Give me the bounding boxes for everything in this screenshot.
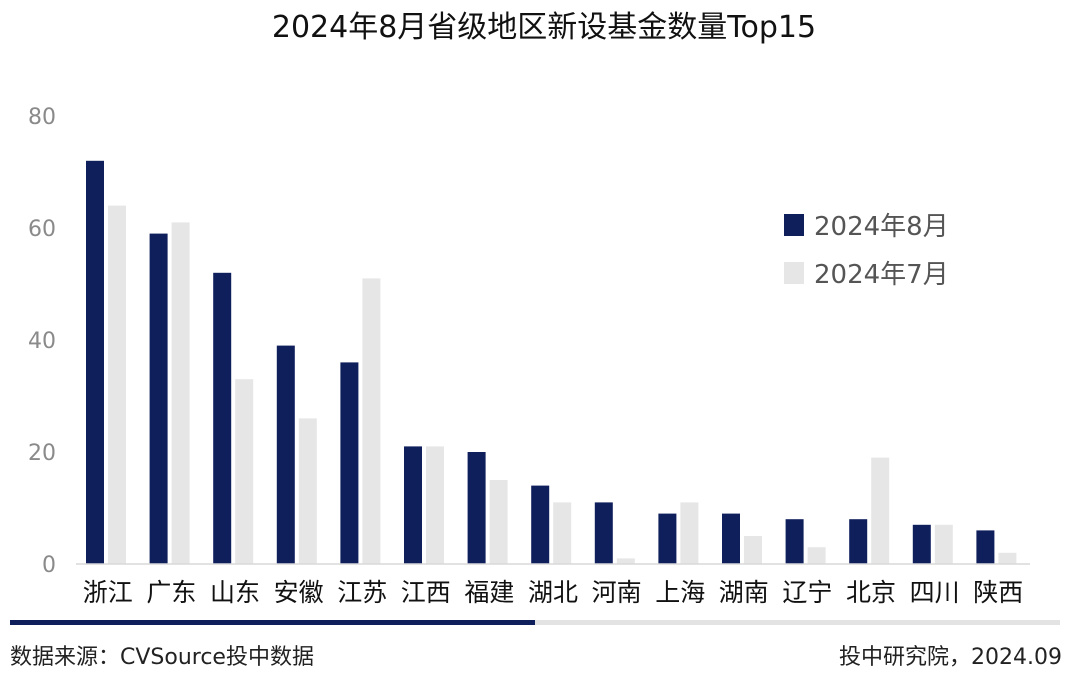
y-tick-label: 0 bbox=[42, 553, 56, 578]
bar-aug-4 bbox=[340, 362, 359, 564]
x-tick-label: 山东 bbox=[210, 578, 260, 607]
legend-swatch bbox=[784, 262, 804, 284]
x-tick-label: 辽宁 bbox=[782, 578, 832, 607]
bar-jul-0 bbox=[108, 205, 126, 564]
x-tick-label: 陕西 bbox=[973, 578, 1023, 607]
bar-jul-11 bbox=[807, 547, 826, 564]
x-tick-label: 湖南 bbox=[719, 578, 769, 607]
x-tick-label: 上海 bbox=[655, 578, 705, 607]
y-axis: 0 20 40 60 80 bbox=[28, 105, 56, 578]
y-tick-label: 40 bbox=[28, 329, 56, 354]
bar-aug-8 bbox=[594, 502, 613, 564]
bar-aug-3 bbox=[276, 345, 295, 564]
y-tick-label: 20 bbox=[28, 441, 56, 466]
footer-accent-line bbox=[10, 620, 535, 625]
bar-aug-1 bbox=[149, 233, 168, 564]
bar-jul-6 bbox=[489, 480, 508, 564]
x-tick-label: 江西 bbox=[401, 578, 451, 607]
footer-source: 数据来源：CVSource投中数据 bbox=[10, 645, 314, 670]
x-tick-label: 广东 bbox=[146, 578, 196, 607]
bar-jul-9 bbox=[680, 502, 699, 564]
bar-aug-2 bbox=[213, 272, 232, 564]
footer: 数据来源：CVSource投中数据 投中研究院，2024.09 bbox=[10, 620, 1062, 670]
x-tick-label: 浙江 bbox=[83, 578, 133, 607]
bar-aug-12 bbox=[849, 519, 868, 564]
x-tick-label: 江苏 bbox=[337, 578, 387, 607]
x-tick-label: 福建 bbox=[464, 578, 514, 607]
bar-aug-6 bbox=[467, 452, 486, 564]
x-tick-label: 北京 bbox=[846, 578, 896, 607]
legend-label: 2024年7月 bbox=[814, 260, 949, 290]
bar-jul-13 bbox=[934, 524, 953, 564]
legend-label: 2024年8月 bbox=[814, 212, 949, 242]
y-tick-label: 60 bbox=[28, 217, 56, 242]
bar-jul-7 bbox=[553, 502, 572, 564]
bar-aug-10 bbox=[722, 513, 740, 564]
x-tick-label: 河南 bbox=[592, 578, 642, 607]
bar-aug-11 bbox=[785, 519, 804, 564]
bar-jul-10 bbox=[744, 536, 762, 564]
bar-aug-13 bbox=[912, 524, 931, 564]
bar-aug-9 bbox=[658, 513, 677, 564]
bar-aug-14 bbox=[976, 530, 995, 564]
x-tick-label: 四川 bbox=[910, 578, 960, 607]
bar-jul-5 bbox=[426, 446, 444, 564]
bar-aug-0 bbox=[86, 160, 104, 565]
bar-group bbox=[86, 160, 1017, 565]
x-axis: 浙江 广东 山东 安徽 江苏 江西 福建 湖北 河南 上海 湖南 辽宁 北京 四川 陕西 bbox=[83, 578, 1023, 607]
legend: 2024年8月 2024年7月 bbox=[784, 212, 949, 290]
bar-jul-8 bbox=[616, 558, 635, 564]
footer-divider-line bbox=[535, 620, 1060, 625]
chart-title: 2024年8月省级地区新设基金数量Top15 bbox=[272, 10, 816, 45]
bar-aug-7 bbox=[531, 485, 550, 564]
bar-jul-3 bbox=[298, 418, 317, 564]
bar-jul-14 bbox=[998, 552, 1017, 564]
x-tick-label: 安徽 bbox=[274, 578, 324, 607]
bar-jul-12 bbox=[871, 457, 890, 564]
x-tick-label: 湖北 bbox=[528, 578, 578, 607]
bar-jul-2 bbox=[235, 379, 254, 564]
bar-aug-5 bbox=[404, 446, 422, 564]
bar-jul-4 bbox=[362, 278, 381, 564]
bar-jul-1 bbox=[171, 222, 190, 564]
legend-swatch bbox=[784, 214, 804, 236]
footer-credit: 投中研究院，2024.09 bbox=[839, 645, 1062, 670]
y-tick-label: 80 bbox=[28, 105, 56, 130]
